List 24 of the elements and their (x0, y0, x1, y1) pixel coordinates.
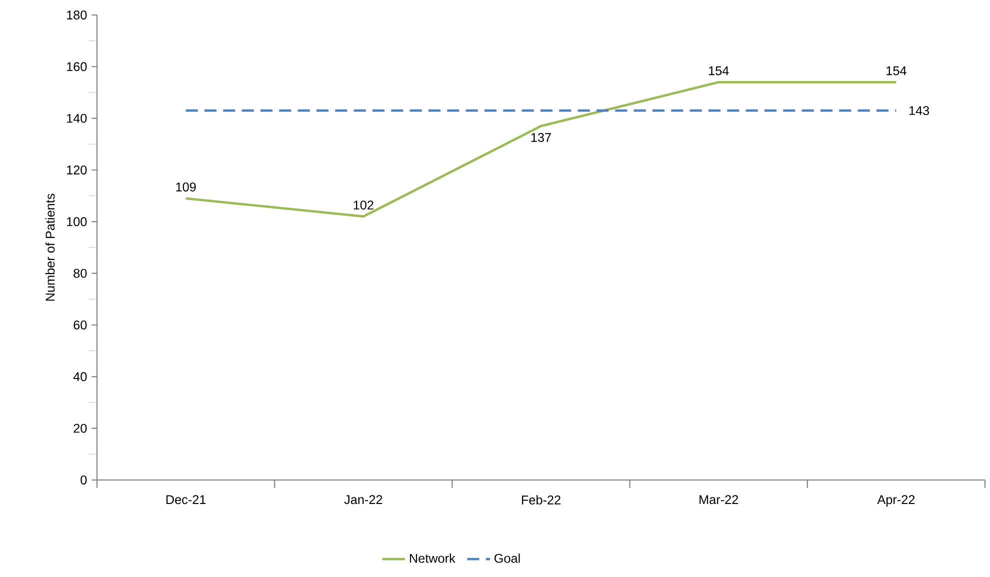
y-tick-label: 80 (74, 268, 87, 278)
x-tick-label: Dec-21 (166, 495, 206, 504)
x-tick-label: Apr-22 (877, 495, 915, 507)
x-tick-label: Mar-22 (700, 495, 738, 504)
y-tick-label: 160 (67, 62, 87, 72)
x-tick-label: Jan-22 (344, 495, 382, 504)
y-tick-label: 20 (74, 424, 87, 433)
y-tick-label: 100 (67, 217, 87, 226)
legend-label: Network (410, 553, 456, 563)
y-tick-label: 180 (67, 10, 87, 20)
data-label: 143 (909, 106, 930, 116)
y-tick-label: 0 (80, 476, 87, 484)
x-tick-label: Feb-22 (522, 495, 560, 504)
data-label: 109 (176, 182, 196, 192)
data-label: 154 (886, 66, 906, 76)
y-axis-title: Number of Patients (45, 194, 55, 301)
y-tick-label: 40 (73, 372, 87, 382)
data-label: 102 (354, 200, 374, 210)
legend-label: Goal (494, 553, 520, 563)
data-label: 154 (708, 66, 729, 76)
y-tick-label: 140 (67, 114, 87, 123)
y-tick-label: 120 (67, 166, 87, 174)
y-tick-label: 60 (74, 320, 87, 330)
data-label: 137 (531, 133, 551, 142)
